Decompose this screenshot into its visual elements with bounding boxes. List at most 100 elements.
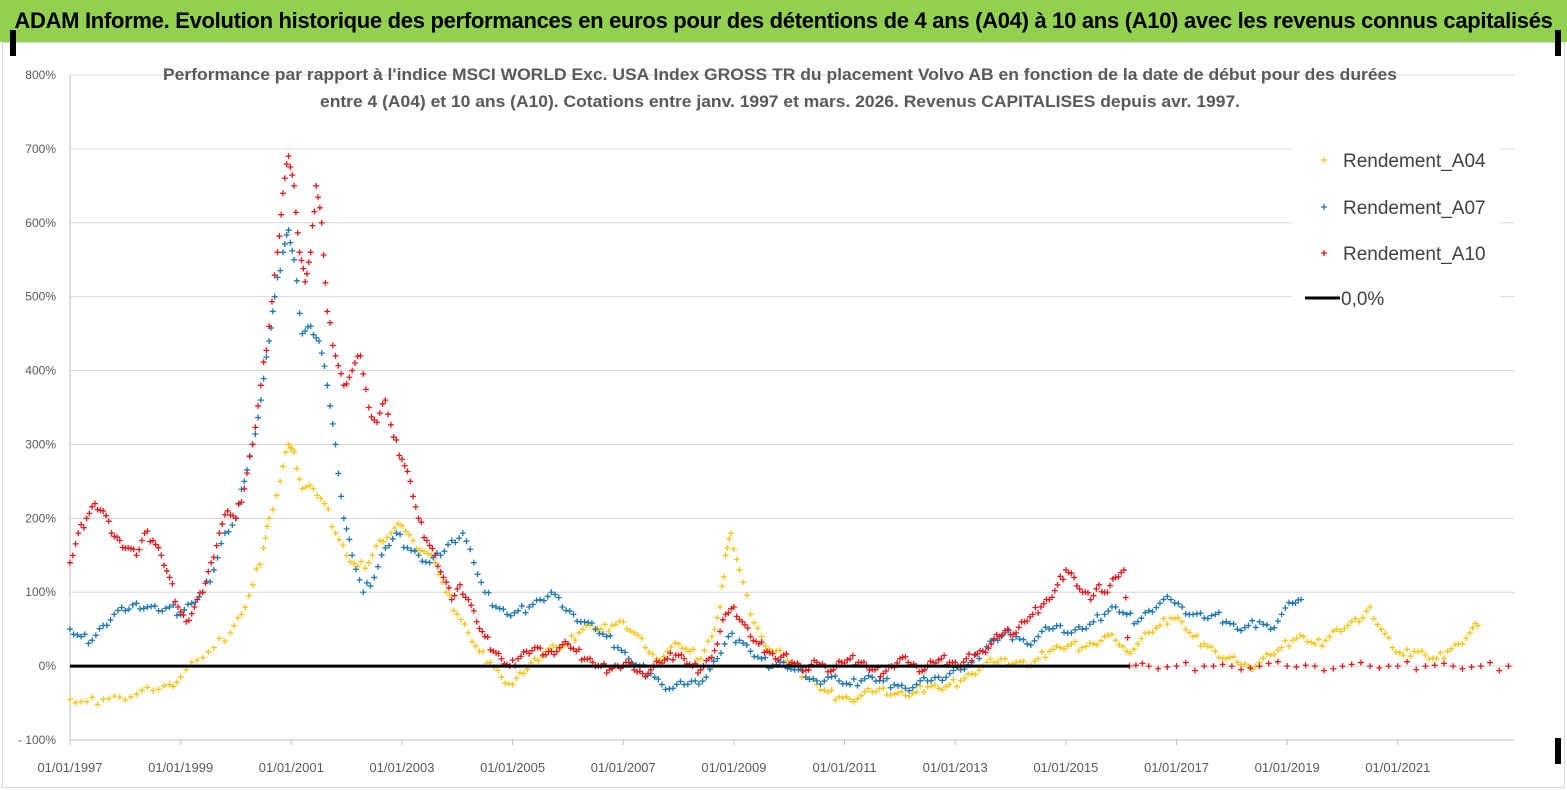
data-point xyxy=(242,604,249,611)
data-point xyxy=(296,249,303,256)
data-point xyxy=(185,617,192,624)
data-point xyxy=(285,227,292,234)
data-point xyxy=(271,293,278,300)
data-point xyxy=(1167,596,1174,603)
data-point xyxy=(1191,667,1198,674)
data-point xyxy=(769,650,776,657)
data-point xyxy=(1256,663,1263,670)
data-point xyxy=(725,633,732,640)
data-point xyxy=(1164,593,1171,600)
data-point xyxy=(720,573,727,580)
data-point xyxy=(194,596,201,603)
corner-marker xyxy=(1555,30,1561,56)
data-point xyxy=(432,559,439,566)
data-point xyxy=(303,270,310,277)
data-point xyxy=(537,645,544,652)
data-point xyxy=(1035,655,1042,662)
data-point xyxy=(896,655,903,662)
data-point xyxy=(102,512,109,519)
data-point xyxy=(496,605,503,612)
data-point xyxy=(732,639,739,646)
data-point xyxy=(736,567,743,574)
data-point xyxy=(469,638,476,645)
data-point xyxy=(271,272,278,279)
data-point xyxy=(1352,615,1359,622)
data-point xyxy=(1024,618,1031,625)
data-point xyxy=(589,659,596,666)
data-point xyxy=(103,622,110,629)
data-point xyxy=(362,565,369,572)
data-point xyxy=(939,686,946,693)
data-point xyxy=(1112,574,1119,581)
data-point xyxy=(340,382,347,389)
data-point xyxy=(730,604,737,610)
data-point xyxy=(1440,660,1447,667)
data-point xyxy=(281,175,288,182)
data-point xyxy=(1282,637,1289,644)
data-point xyxy=(730,545,737,552)
data-point xyxy=(960,659,967,666)
data-point xyxy=(459,591,466,598)
data-point xyxy=(938,655,945,662)
data-point xyxy=(191,604,198,610)
data-point xyxy=(670,685,677,692)
data-point xyxy=(522,609,529,616)
data-point xyxy=(1035,610,1042,617)
data-point xyxy=(1263,621,1270,628)
data-point xyxy=(762,654,769,661)
data-point xyxy=(374,419,381,426)
data-point xyxy=(642,673,649,680)
data-point xyxy=(758,655,765,662)
data-point xyxy=(673,681,680,688)
data-point xyxy=(1057,644,1064,651)
data-point xyxy=(935,674,942,681)
data-point xyxy=(813,677,820,684)
data-point xyxy=(895,689,902,696)
data-point xyxy=(434,563,441,570)
data-point xyxy=(253,565,260,572)
data-point xyxy=(238,611,245,618)
data-point xyxy=(92,632,99,639)
data-point xyxy=(1378,626,1385,633)
data-point xyxy=(406,531,413,538)
data-point xyxy=(293,277,300,284)
data-point xyxy=(177,608,184,615)
data-point xyxy=(407,478,414,485)
data-point xyxy=(928,677,935,684)
data-point xyxy=(362,386,369,393)
data-point xyxy=(221,530,228,537)
data-point xyxy=(1367,663,1374,670)
data-point xyxy=(374,563,381,570)
data-point xyxy=(136,546,143,553)
data-point xyxy=(946,681,953,688)
data-point xyxy=(493,604,500,610)
data-point xyxy=(607,632,614,639)
data-point xyxy=(321,500,328,507)
data-point xyxy=(805,666,812,673)
data-point xyxy=(699,678,706,685)
data-point xyxy=(358,558,365,565)
data-point xyxy=(1278,611,1285,618)
data-point xyxy=(714,614,721,621)
data-point xyxy=(493,649,500,656)
data-point xyxy=(386,542,393,549)
data-point xyxy=(318,350,325,357)
data-point xyxy=(1031,658,1038,665)
data-point xyxy=(581,618,588,625)
data-point xyxy=(917,682,924,689)
data-point xyxy=(74,631,81,638)
data-point xyxy=(909,690,916,697)
data-point xyxy=(1024,640,1031,647)
data-point xyxy=(338,493,345,500)
data-point xyxy=(445,584,452,591)
data-point xyxy=(1256,618,1263,625)
data-point xyxy=(717,604,724,610)
data-point xyxy=(1032,604,1039,611)
data-point xyxy=(411,548,418,555)
header-bar xyxy=(0,0,1567,42)
data-point xyxy=(277,267,284,274)
data-point xyxy=(847,681,854,688)
data-point xyxy=(500,606,507,613)
data-point xyxy=(906,693,913,700)
data-point xyxy=(116,537,123,544)
